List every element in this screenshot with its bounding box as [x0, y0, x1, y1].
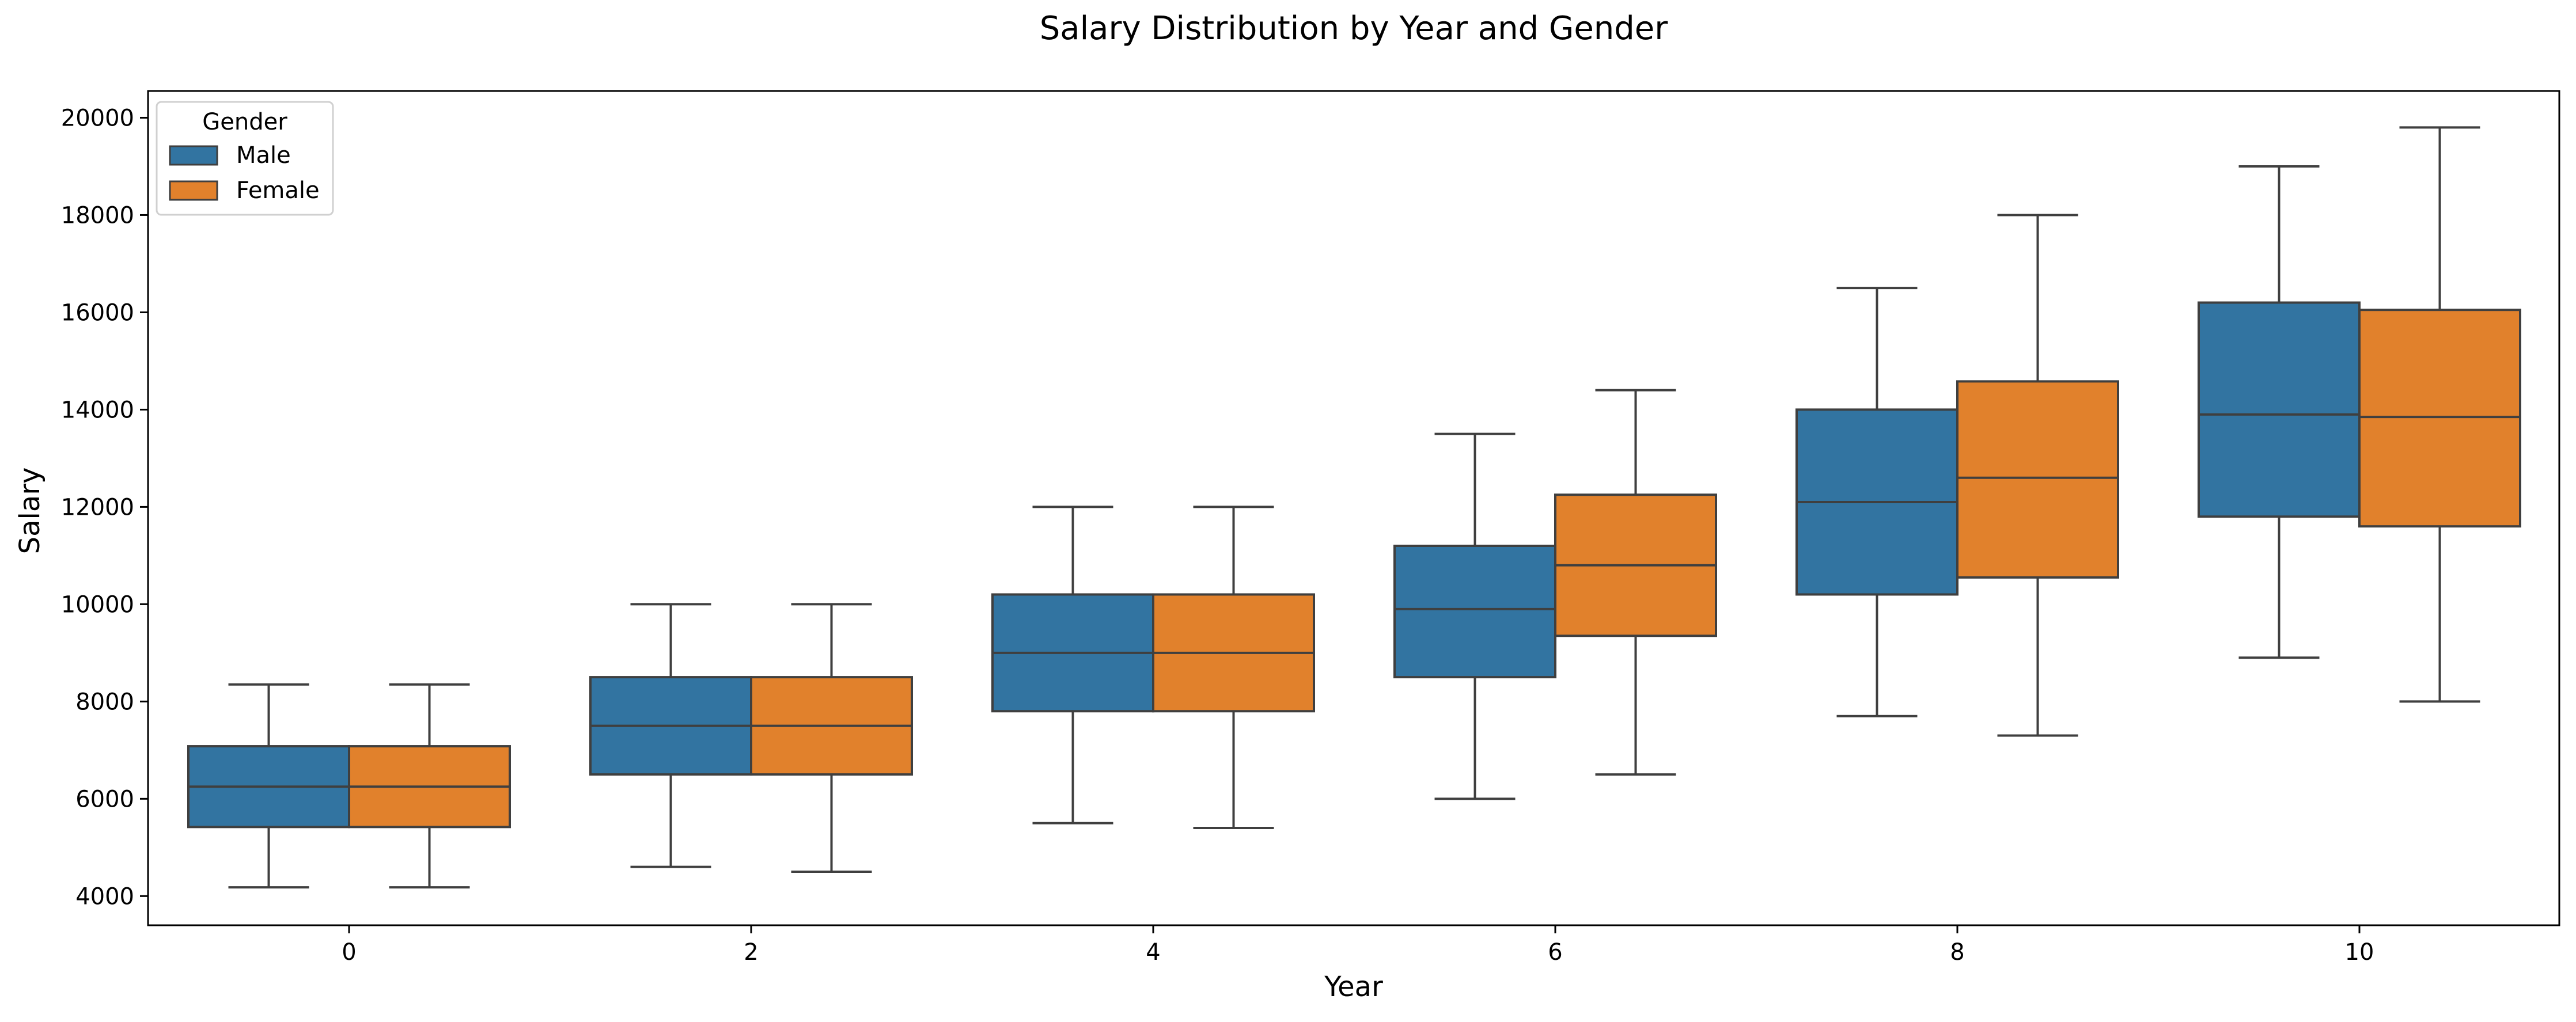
legend-title: Gender	[202, 109, 287, 135]
x-axis-label: Year	[1324, 971, 1383, 1003]
box-male-year-6	[1393, 432, 1556, 800]
box-female-year-10	[2358, 126, 2521, 703]
box-male-year-2	[589, 603, 752, 868]
axes: 4000 6000 8000 10000 12000 14000 16000 18000 200…	[61, 90, 2560, 966]
y-tick-label-6000: 6000	[75, 786, 134, 812]
y-tick-label-8000: 8000	[75, 689, 134, 715]
plot-frame	[147, 90, 2560, 926]
box-female-year-8	[1956, 214, 2119, 737]
legend-swatch-male	[169, 145, 218, 166]
iqr-box-male-year-6	[1393, 544, 1556, 679]
y-axis-label: Salary	[14, 468, 46, 554]
box-male-year-4	[991, 506, 1154, 825]
legend-label-male: Male	[236, 142, 291, 169]
chart-title: Salary Distribution by Year and Gender	[1040, 10, 1669, 47]
box-female-year-0	[348, 683, 511, 889]
legend: Gender Male Female	[156, 101, 334, 216]
box-male-year-0	[187, 683, 350, 889]
x-tick-label-10: 10	[2345, 939, 2374, 966]
x-tick-label-0: 0	[342, 939, 356, 966]
iqr-box-female-year-8	[1956, 380, 2119, 579]
y-tick-label-12000: 12000	[61, 494, 134, 521]
plot-area	[187, 126, 2521, 889]
box-female-year-2	[750, 603, 913, 873]
y-tick-label-14000: 14000	[61, 397, 134, 423]
y-tick-label-4000: 4000	[75, 883, 134, 910]
y-tick-label-20000: 20000	[61, 105, 134, 131]
iqr-box-female-year-10	[2358, 309, 2521, 528]
x-tick-label-8: 8	[1950, 939, 1964, 966]
legend-swatch-female	[169, 180, 218, 201]
iqr-box-male-year-10	[2198, 301, 2361, 518]
legend-label-female: Female	[236, 177, 320, 204]
box-female-year-4	[1152, 506, 1315, 830]
y-tick-label-18000: 18000	[61, 202, 134, 229]
y-tick-label-10000: 10000	[61, 591, 134, 618]
x-tick-label-6: 6	[1548, 939, 1562, 966]
box-male-year-10	[2198, 165, 2361, 659]
y-tick-label-16000: 16000	[61, 299, 134, 326]
box-female-year-6	[1554, 389, 1717, 776]
x-tick-label-4: 4	[1146, 939, 1160, 966]
x-tick-label-2: 2	[744, 939, 758, 966]
